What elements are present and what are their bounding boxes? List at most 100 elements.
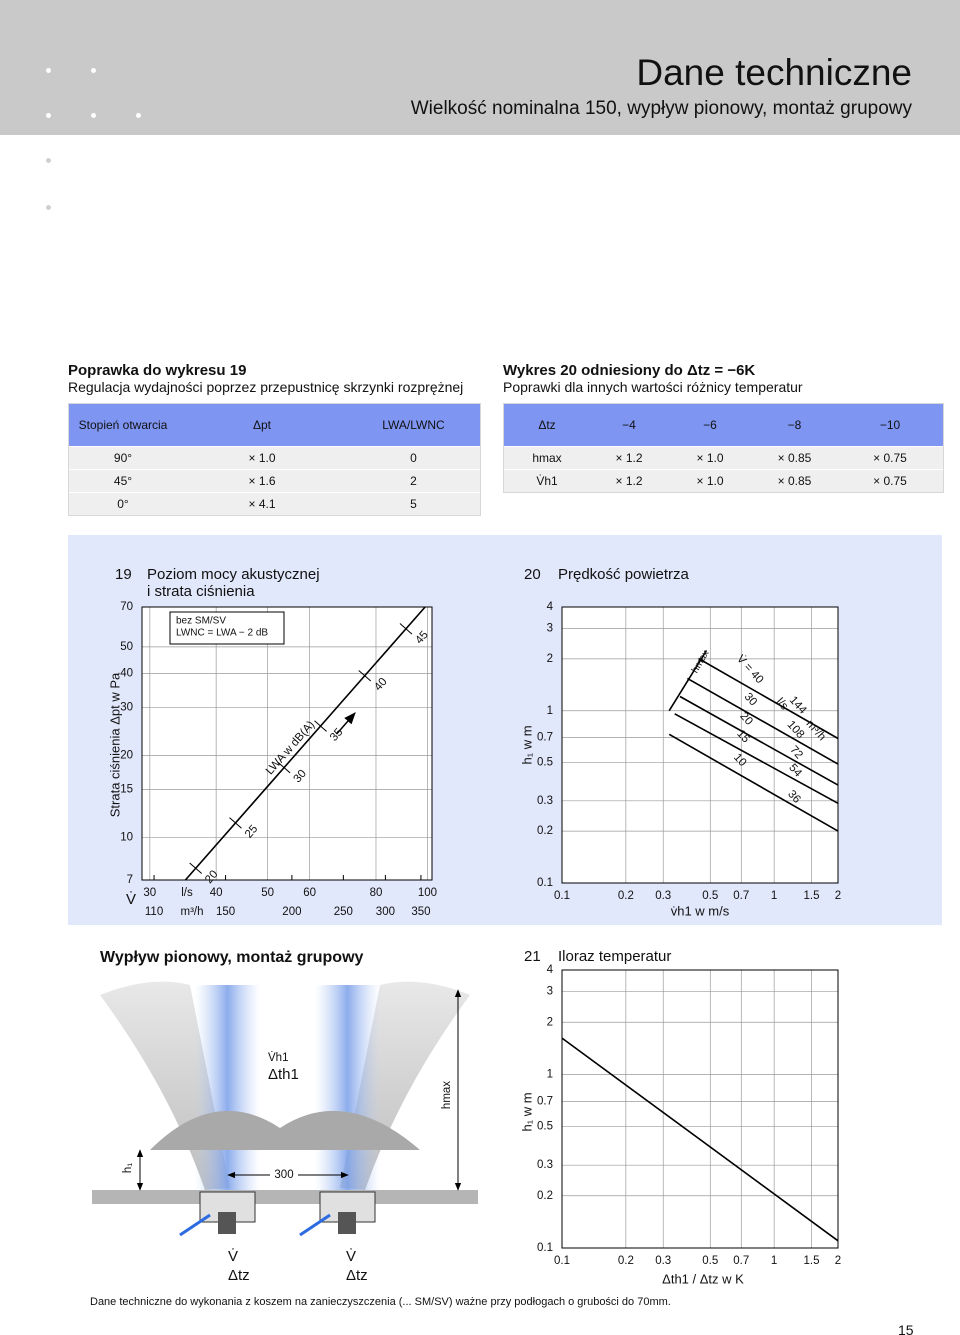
noise-line (184, 606, 426, 881)
mound (150, 1110, 420, 1150)
x-tick-label: 0.1 (554, 1255, 570, 1267)
plot-area (142, 607, 432, 880)
y-tick-label: 0.7 (537, 731, 553, 743)
x-tick-label: 100 (418, 887, 437, 899)
y-tick-label: 7 (127, 874, 133, 886)
air-beam (315, 985, 380, 1190)
y-tick-label: 0.1 (537, 877, 553, 889)
x2-unit: m³/h (181, 906, 204, 918)
chart-title: Iloraz temperatur (558, 948, 671, 965)
x-axis-label: V̇ (126, 891, 136, 908)
diagram-label: Δtz (228, 1267, 250, 1284)
chart-title: i strata ciśnienia (147, 583, 255, 600)
table-cell: 45° (69, 469, 177, 492)
y-tick-label: 10 (120, 832, 133, 844)
x-tick-label: 30 (143, 887, 156, 899)
x2-tick-label: 350 (411, 906, 430, 918)
x2-tick-label: 110 (145, 906, 163, 918)
x-tick-label: 50 (261, 887, 274, 899)
x-tick-label: 0.1 (554, 890, 570, 902)
level-tick (277, 761, 291, 774)
x-tick-label: 1.5 (803, 890, 819, 902)
dot (91, 113, 96, 118)
y-tick-label: 30 (120, 701, 133, 713)
diagram-label: Δth1 (268, 1066, 299, 1083)
dot (46, 205, 51, 210)
y-tick-label: 1 (547, 705, 553, 717)
table-cell: × 1.0 (177, 446, 347, 469)
table-cell: × 0.75 (837, 469, 943, 492)
y-axis-label: h₁ w m (519, 725, 534, 764)
y-tick-label: 2 (547, 1016, 553, 1028)
x2-tick-label: 150 (216, 906, 235, 918)
x2-tick-label: 300 (376, 906, 395, 918)
flow-arrow (299, 1213, 331, 1237)
table-cell: × 0.75 (837, 446, 943, 469)
table-cell: 0° (69, 492, 177, 515)
table-cell: × 1.6 (177, 469, 347, 492)
diagram-label: V̇ (228, 1248, 238, 1265)
table: Δtz −4 −6 −8 −10 hmax × 1.2 × 1.0 × 0.85 × 0.75 V̇… (503, 403, 944, 493)
chart-title: Poziom mocy akustycznej (147, 566, 320, 583)
series-line (679, 695, 839, 786)
table-header: Stopień otwarcia (69, 404, 177, 446)
table-cell: × 1.0 (668, 446, 752, 469)
flow-arrow (179, 1213, 211, 1237)
y-tick-label: 0.5 (537, 1121, 553, 1133)
table-header: −4 (590, 404, 668, 446)
label-bg (270, 1166, 298, 1184)
table-cell: hmax (504, 446, 590, 469)
table-cell: 5 (347, 492, 480, 515)
y-tick-label: 4 (547, 601, 554, 613)
table-header: −10 (837, 404, 943, 446)
level-tick (399, 623, 413, 635)
x-tick-label: 80 (370, 887, 383, 899)
x-tick-label: 0.3 (655, 1255, 671, 1267)
hmax-line (668, 649, 708, 712)
table-title: Wykres 20 odniesiony do Δtz = −6K (503, 362, 756, 379)
table-cell: × 4.1 (177, 492, 347, 515)
y-tick-label: 3 (547, 623, 553, 635)
floor (92, 1190, 478, 1204)
page-subtitle: Wielkość nominalna 150, wypływ pionowy, … (410, 98, 912, 119)
y-tick-label: 0.2 (537, 825, 553, 837)
x-tick-label: 0.2 (618, 890, 634, 902)
chart-number: 20 (524, 566, 541, 583)
table-subtitle: Regulacja wydajności poprzez przepustnic… (68, 379, 464, 395)
table-header: −6 (668, 404, 752, 446)
plot-frame (561, 969, 839, 1249)
dot (46, 113, 51, 118)
diagram-title: Wypływ pionowy, montaż grupowy (100, 949, 364, 966)
chart-number: 19 (115, 566, 132, 583)
chart-number: 21 (524, 948, 541, 965)
dot (91, 68, 96, 73)
y-tick-label: 0.3 (537, 795, 553, 807)
plot-area (562, 970, 838, 1248)
table-cell: 2 (347, 469, 480, 492)
y-tick-label: 40 (120, 667, 133, 679)
x-axis-label: v̇h1 w m/s (671, 903, 730, 918)
y-tick-label: 0.2 (537, 1190, 553, 1202)
y-tick-label: 1 (547, 1069, 553, 1081)
x-tick-label: 0.5 (702, 1255, 718, 1267)
arrow (335, 712, 356, 735)
series-line (698, 657, 839, 740)
dot (136, 113, 141, 118)
y-tick-label: 70 (120, 601, 133, 613)
y-tick-label: 4 (547, 964, 554, 976)
x-tick-label: 0.2 (618, 1255, 634, 1267)
table-title: Poprawka do wykresu 19 (68, 362, 247, 379)
y-axis-label: Strata ciśnienia Δpt w Pa (107, 672, 122, 817)
table-cell: × 0.85 (752, 446, 837, 469)
x-tick-label: 1.5 (803, 1255, 819, 1267)
diagram-label: hmax (441, 1081, 453, 1109)
x-tick-label: 60 (303, 887, 316, 899)
legend-box (169, 611, 285, 645)
diagram-label: V̇h1 (268, 1051, 288, 1064)
footnote: Dane techniczne do wykonania z koszem na… (90, 1296, 671, 1308)
plot-area (562, 607, 838, 883)
x-tick-label: 2 (835, 890, 841, 902)
level-tick (314, 720, 327, 732)
